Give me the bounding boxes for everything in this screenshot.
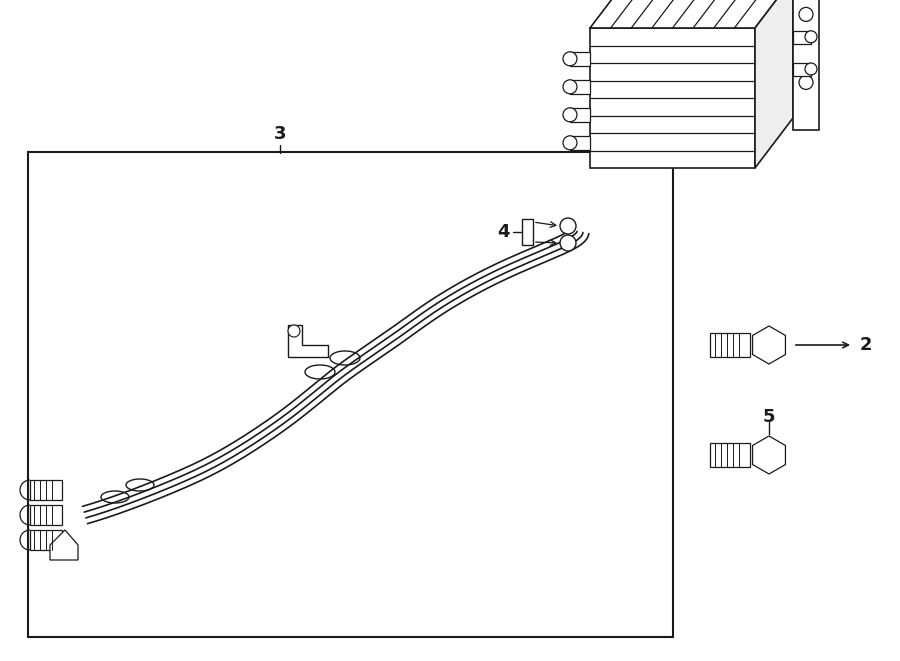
- Polygon shape: [50, 530, 78, 560]
- Text: 4: 4: [498, 223, 510, 241]
- Circle shape: [799, 75, 813, 89]
- Text: 3: 3: [274, 125, 286, 143]
- Circle shape: [288, 325, 300, 337]
- Circle shape: [560, 218, 576, 234]
- Circle shape: [560, 235, 576, 251]
- Circle shape: [563, 80, 577, 94]
- Circle shape: [563, 52, 577, 66]
- Circle shape: [563, 108, 577, 122]
- Bar: [28, 152, 673, 637]
- Polygon shape: [288, 325, 328, 357]
- Bar: [710, 443, 750, 467]
- Circle shape: [799, 7, 813, 21]
- Polygon shape: [752, 326, 786, 364]
- Polygon shape: [793, 0, 819, 130]
- Polygon shape: [752, 436, 786, 474]
- Bar: [30, 530, 62, 550]
- Bar: [793, 31, 811, 44]
- Polygon shape: [590, 0, 793, 28]
- Text: 2: 2: [860, 336, 872, 354]
- Bar: [793, 63, 811, 76]
- Bar: [570, 108, 590, 122]
- Bar: [30, 480, 62, 500]
- Bar: [570, 136, 590, 150]
- Bar: [522, 219, 533, 245]
- Text: 5: 5: [763, 408, 775, 426]
- Polygon shape: [755, 0, 793, 168]
- Circle shape: [805, 31, 817, 43]
- Bar: [570, 80, 590, 94]
- Circle shape: [563, 136, 577, 150]
- Circle shape: [805, 63, 817, 75]
- Bar: [30, 505, 62, 525]
- Bar: [570, 52, 590, 66]
- Bar: [710, 333, 750, 357]
- Polygon shape: [590, 28, 755, 168]
